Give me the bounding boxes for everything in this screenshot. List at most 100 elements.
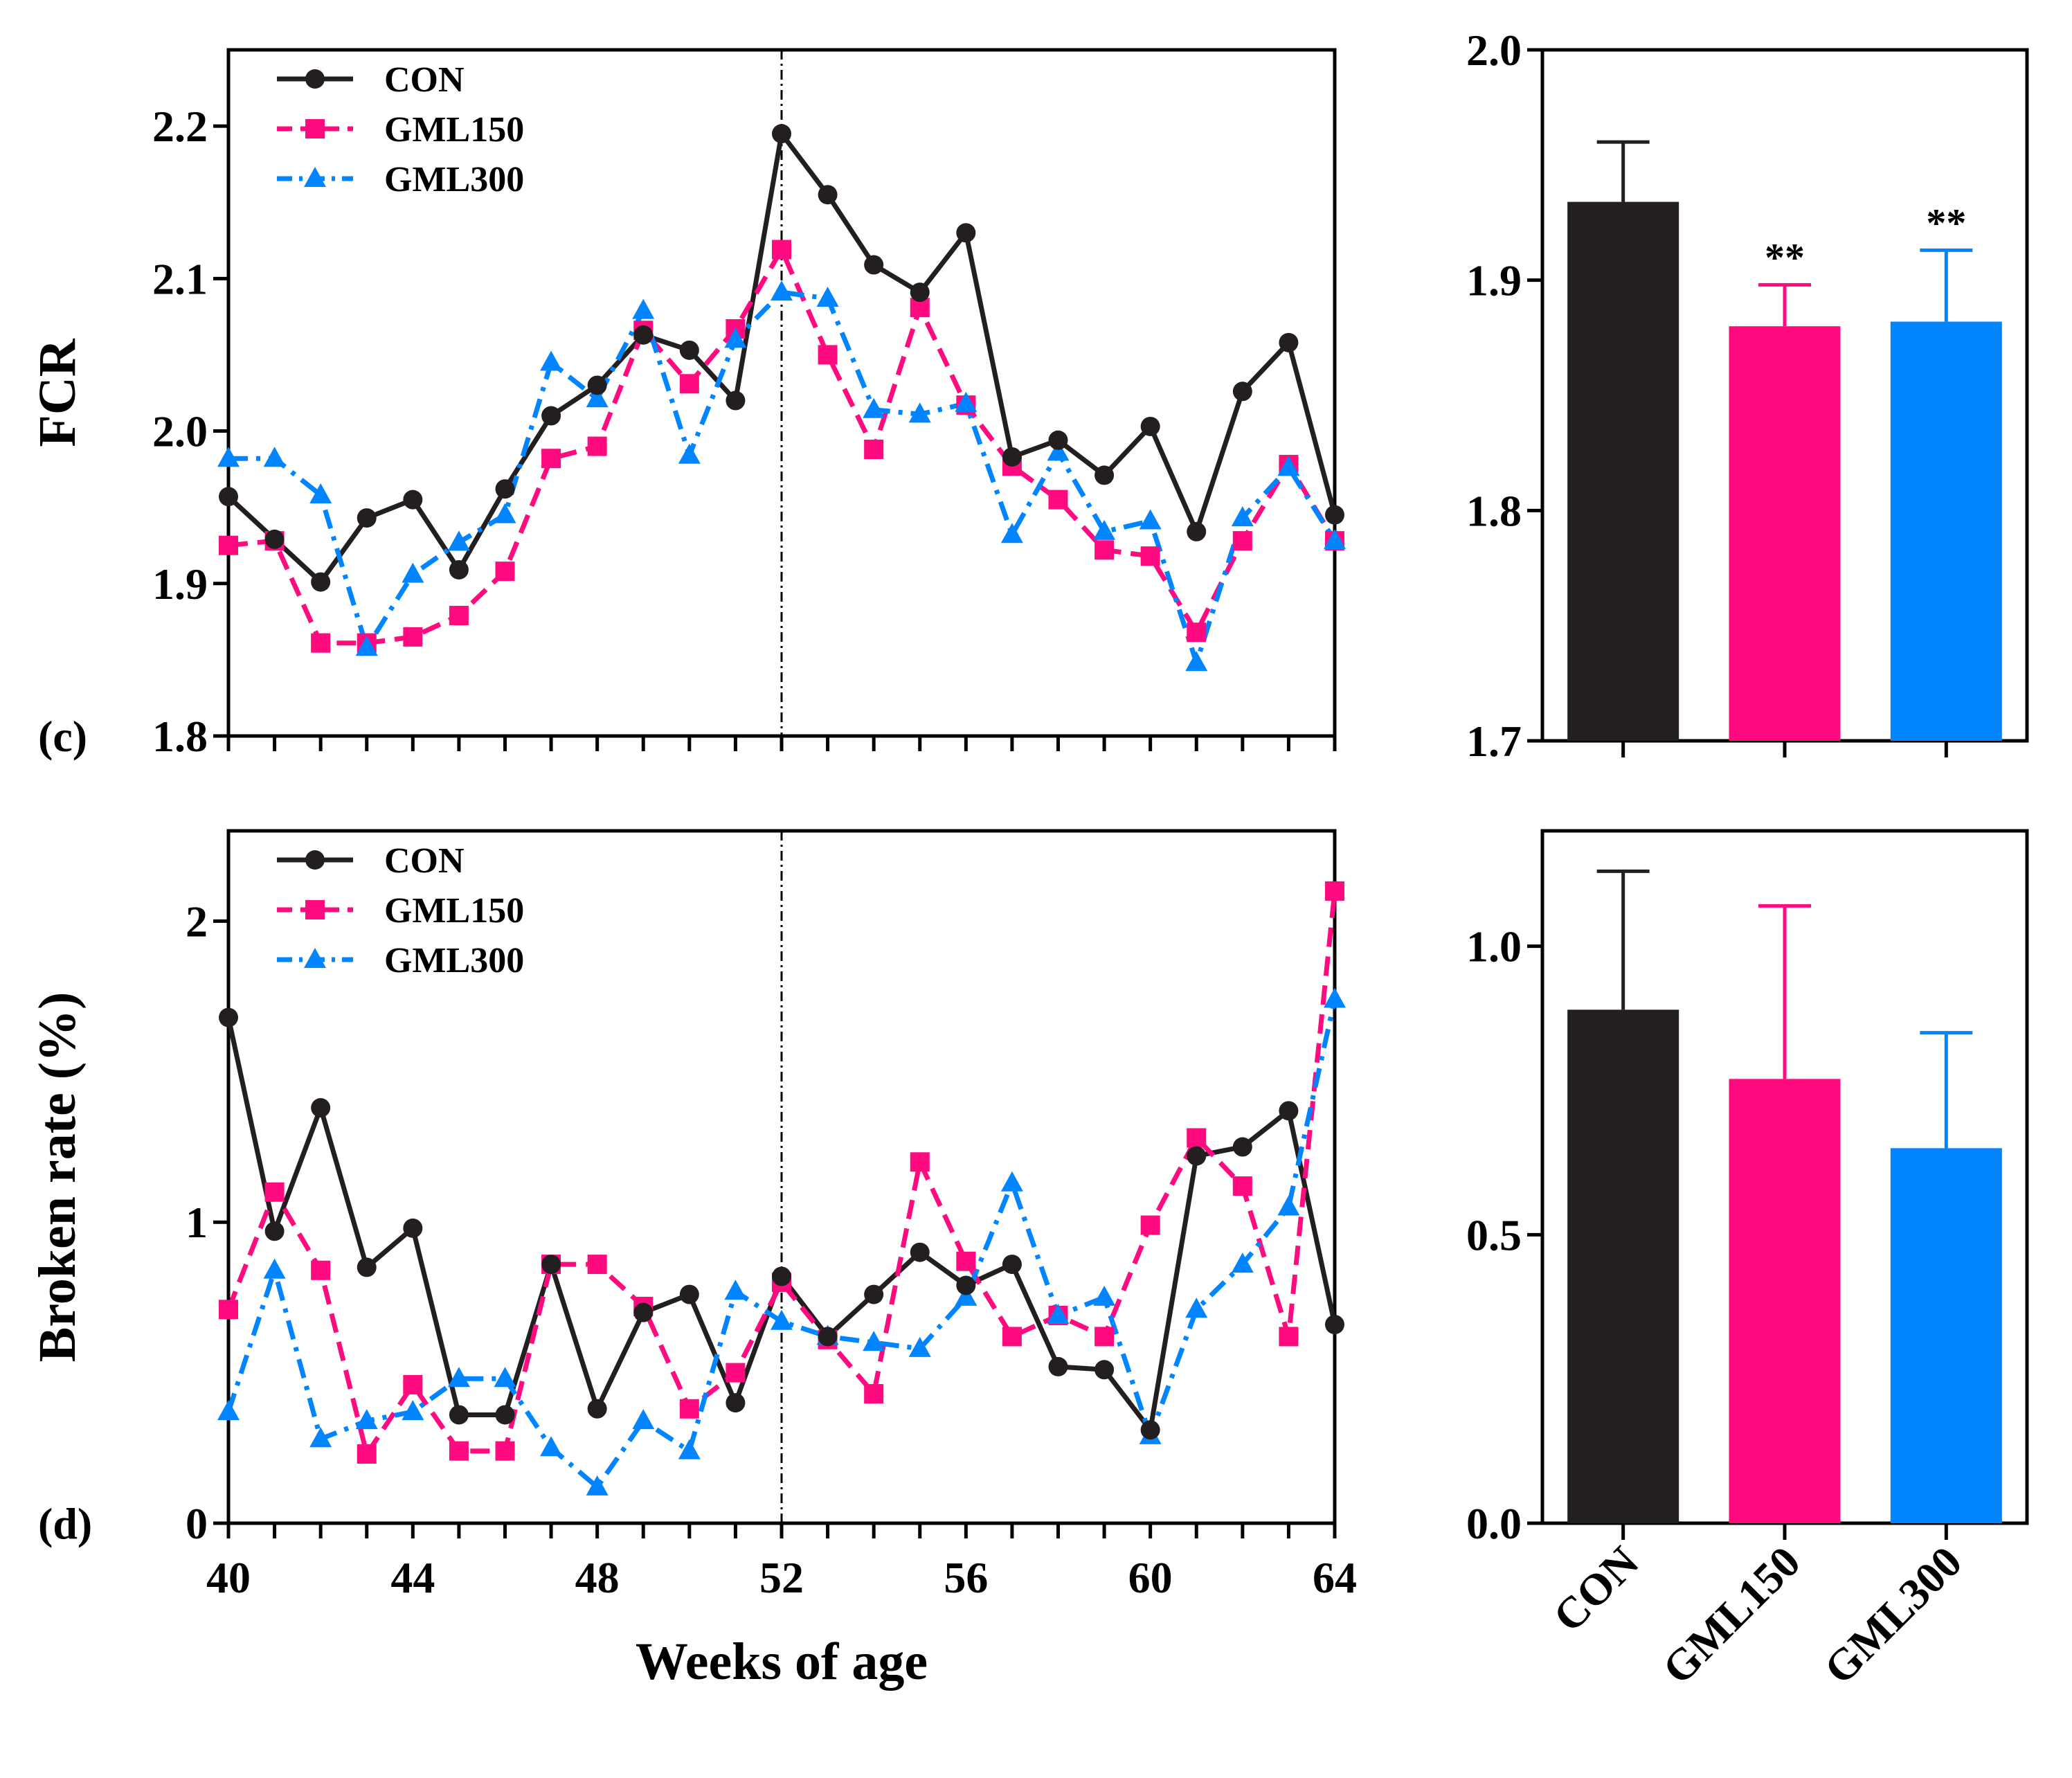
chart-0-point-con — [1232, 381, 1252, 402]
chart-2-point-gml300 — [863, 1331, 885, 1352]
chart-0-point-con — [679, 340, 699, 360]
chart-2-point-con — [1325, 1315, 1344, 1335]
chart-0-point-con — [818, 185, 838, 205]
chart-0-point-gml300 — [816, 286, 839, 307]
chart-2-point-gml150 — [264, 1182, 285, 1202]
chart-0-point-gml150 — [679, 374, 699, 394]
chart-2-point-gml150 — [679, 1399, 699, 1419]
chart-0-point-con — [1325, 505, 1344, 525]
chart-0-point-con — [264, 529, 285, 549]
chart-0-point-gml300 — [1185, 651, 1208, 672]
chart-2-point-gml150 — [495, 1441, 515, 1461]
chart-2-point-con — [264, 1221, 285, 1241]
chart-0-point-gml150 — [311, 633, 331, 653]
chart-2-point-con — [495, 1405, 515, 1425]
chart-3-bar-gml150 — [1729, 1079, 1841, 1523]
chart-2-point-gml150 — [219, 1300, 238, 1320]
chart-2-legend-label: GML300 — [384, 941, 524, 980]
chart-2-point-gml300 — [355, 1409, 378, 1430]
chart-3-ytick-label: 0.0 — [1466, 1499, 1522, 1548]
chart-2-xtick-label: 60 — [1128, 1553, 1173, 1602]
chart-3-ytick-label: 0.5 — [1466, 1210, 1522, 1259]
chart-2-point-gml150 — [311, 1260, 331, 1280]
chart-0-point-gml150 — [219, 535, 238, 555]
chart-3-xtick-label: CON — [1544, 1537, 1648, 1642]
chart-2-point-gml300 — [955, 1285, 978, 1306]
chart-2-legend-marker-gml300 — [304, 948, 326, 968]
chart-2-xtick-label: 48 — [575, 1553, 620, 1602]
chart-0-point-con — [726, 390, 746, 411]
chart-2-point-gml300 — [586, 1475, 609, 1496]
chart-0-point-gml150 — [587, 436, 607, 456]
chart-0-ytick-label: 2.1 — [152, 254, 208, 303]
chart-2-point-con — [1279, 1101, 1299, 1121]
chart-2-xtick-label: 52 — [759, 1553, 804, 1602]
chart-0-point-con — [219, 487, 238, 507]
chart-3-bar-con — [1567, 1009, 1679, 1523]
chart-2-point-gml300 — [632, 1409, 655, 1430]
chart-2-point-gml300 — [1093, 1285, 1116, 1306]
chart-2-point-con — [910, 1242, 930, 1262]
chart-2-legend-marker-con — [305, 850, 325, 870]
chart-2-point-gml300 — [494, 1367, 516, 1388]
chart-2-point-gml300 — [1000, 1171, 1023, 1192]
chart-0-point-gml300 — [586, 387, 609, 408]
chart-2-xtick-label: 44 — [390, 1553, 435, 1602]
chart-2-point-con — [679, 1284, 699, 1304]
chart-0-point-gml300 — [1231, 506, 1254, 527]
chart-2-point-gml300 — [1185, 1297, 1208, 1318]
chart-2-point-gml300 — [771, 1309, 793, 1330]
chart-2-point-con — [1048, 1356, 1068, 1376]
chart-0-point-gml150 — [864, 439, 884, 459]
chart-2-point-gml300 — [540, 1436, 563, 1457]
chart-2-point-con — [219, 1007, 238, 1027]
chart-0-ytick-label: 1.8 — [152, 712, 208, 761]
chart-0-point-gml150 — [449, 606, 469, 626]
chart-0-point-gml150 — [1048, 490, 1068, 510]
chart-2-point-con — [772, 1266, 791, 1286]
chart-0-legend-marker-gml300 — [304, 167, 326, 187]
chart-0-point-gml150 — [818, 345, 838, 365]
chart-2-point-gml300 — [309, 1427, 332, 1448]
chart-2-point-gml150 — [1140, 1215, 1160, 1235]
chart-2-ylabel: Broken rate (%) — [28, 992, 87, 1363]
chart-2-point-con — [357, 1257, 377, 1277]
chart-2-point-gml300 — [447, 1367, 470, 1388]
chart-0-point-con — [449, 559, 469, 580]
chart-2-point-gml300 — [1231, 1252, 1254, 1273]
chart-2-point-con — [633, 1302, 654, 1322]
chart-2-point-con — [726, 1393, 746, 1413]
chart-0-point-gml300 — [1277, 456, 1300, 476]
chart-2-point-con — [403, 1218, 423, 1238]
chart-0-point-con — [864, 255, 884, 275]
chart-1-significance-label: ** — [1765, 235, 1805, 280]
chart-0-legend-marker-con — [305, 69, 325, 89]
chart-0-point-con — [1187, 521, 1207, 541]
chart-2-point-con — [449, 1405, 469, 1425]
chart-2-point-con — [1002, 1255, 1022, 1275]
chart-0-ytick-label: 2.2 — [152, 102, 208, 151]
chart-2-point-gml150 — [1325, 881, 1344, 901]
chart-2-xlabel: Weeks of age — [636, 1633, 928, 1691]
chart-2-point-gml150 — [1094, 1327, 1115, 1347]
chart-2-point-gml150 — [864, 1384, 884, 1404]
chart-2-ytick-label: 0 — [186, 1499, 208, 1548]
chart-0-ytick-label: 1.9 — [152, 559, 208, 609]
chart-0-point-gml300 — [447, 530, 470, 551]
chart-2-point-gml150 — [1187, 1128, 1207, 1148]
chart-0-point-gml300 — [494, 503, 516, 523]
chart-0-point-con — [633, 325, 654, 345]
chart-0-point-con — [495, 479, 515, 499]
chart-2-point-gml150 — [726, 1363, 746, 1383]
chart-2-ytick-label: 1 — [186, 1198, 208, 1247]
chart-2-point-gml300 — [402, 1400, 424, 1421]
chart-2-point-con — [541, 1255, 561, 1275]
chart-2-legend-marker-gml150 — [305, 900, 325, 919]
chart-2-point-con — [956, 1275, 976, 1295]
chart-1-bar-gml300 — [1890, 321, 2002, 742]
chart-2-point-gml300 — [908, 1336, 931, 1357]
chart-0-point-gml150 — [1232, 531, 1252, 551]
chart-2-point-con — [1094, 1360, 1115, 1380]
chart-0-point-gml300 — [632, 298, 655, 319]
